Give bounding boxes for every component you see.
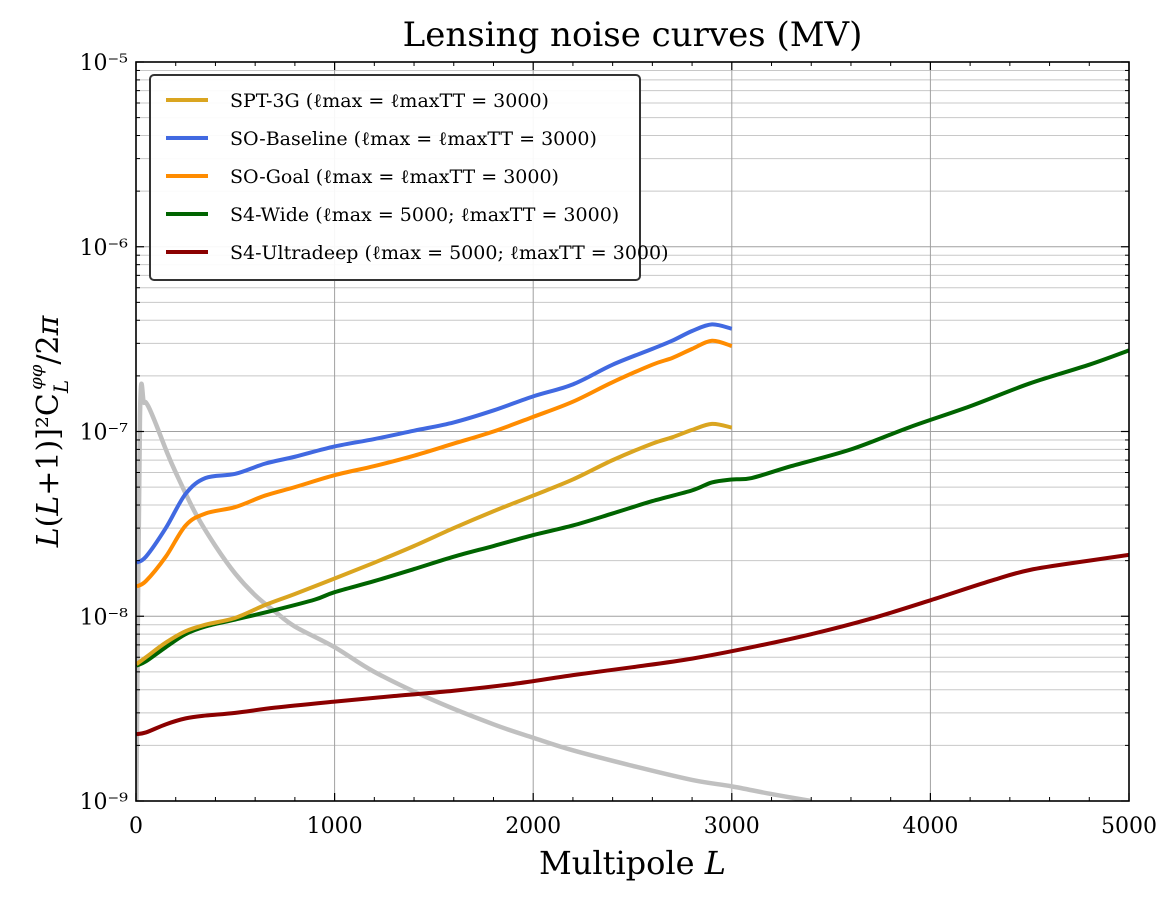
legend-label: S4-Wide (ℓmax = 5000; ℓmaxTT = 3000) xyxy=(230,204,619,226)
x-tick-label: 3000 xyxy=(704,814,760,839)
noise-curve-0 xyxy=(136,421,733,666)
noise-curve-4 xyxy=(136,552,1129,737)
x-tick-label: 0 xyxy=(129,814,143,839)
series-lines xyxy=(136,322,1129,801)
x-axis-label: Multipole L xyxy=(539,844,726,882)
y-tick-label: 10⁻⁶ xyxy=(80,236,129,261)
y-tick-label: 10⁻⁷ xyxy=(80,421,129,446)
legend-label: SPT-3G (ℓmax = ℓmaxTT = 3000) xyxy=(230,90,549,112)
legend: SPT-3G (ℓmax = ℓmaxTT = 3000) SO-Baseline… xyxy=(149,74,669,281)
axis-ticks: 0 1000 2000 3000 4000 5000 10⁻⁹ 10⁻⁸ 10⁻⁷ 10⁻⁶ 10⁻… xyxy=(80,51,1157,839)
x-tick-label: 5000 xyxy=(1101,814,1157,839)
chart-title: Lensing noise curves (MV) xyxy=(403,15,863,55)
y-tick-label: 10⁻⁸ xyxy=(80,605,129,630)
y-axis-label: L(L+1)]²CLφφ/2π xyxy=(26,314,73,548)
legend-box xyxy=(149,74,641,281)
y-tick-label: 10⁻⁵ xyxy=(80,51,128,76)
x-tick-label: 2000 xyxy=(505,814,561,839)
x-tick-label: 1000 xyxy=(307,814,363,839)
noise-curve-1 xyxy=(136,322,733,565)
x-tick-label: 4000 xyxy=(902,814,958,839)
legend-label: SO-Baseline (ℓmax = ℓmaxTT = 3000) xyxy=(230,128,597,150)
legend-label: SO-Goal (ℓmax = ℓmaxTT = 3000) xyxy=(230,166,559,188)
y-tick-label: 10⁻⁹ xyxy=(80,790,129,815)
noise-curve-2 xyxy=(136,338,733,589)
signal-curve xyxy=(136,381,812,801)
legend-label: S4-Ultradeep (ℓmax = 5000; ℓmaxTT = 3000… xyxy=(230,242,669,264)
